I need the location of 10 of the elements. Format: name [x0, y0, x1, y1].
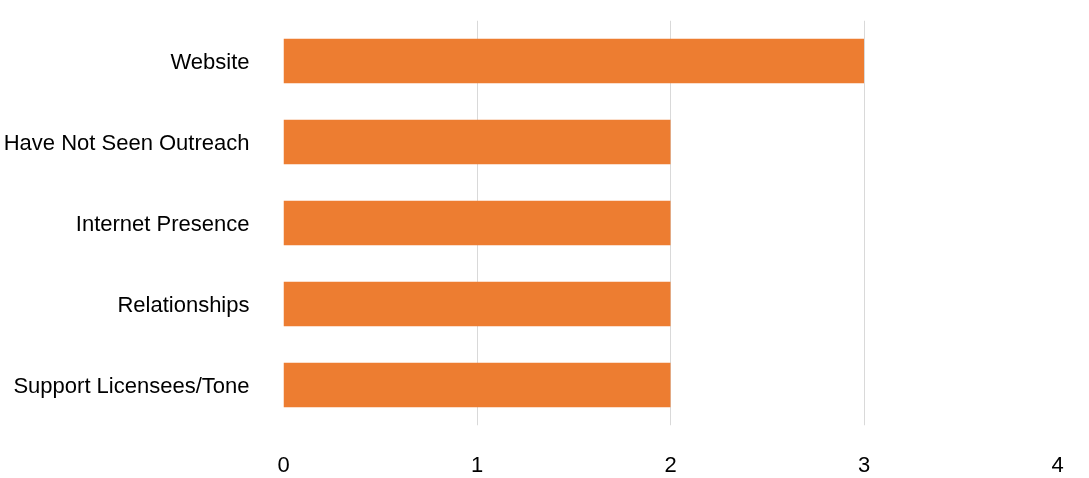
- x-tick-label: 2: [664, 451, 677, 477]
- y-tick-label: Internet Presence: [75, 210, 250, 236]
- x-tick-label: 3: [857, 451, 871, 477]
- x-tick-label: 0: [277, 451, 290, 477]
- y-tick-label: Support Licensees/Tone: [13, 372, 250, 398]
- x-tick-label: 4: [1051, 451, 1064, 477]
- y-tick-label: Relationships: [117, 291, 250, 317]
- y-tick-label: Website: [170, 48, 250, 74]
- y-tick-label: Have Not Seen Outreach: [3, 129, 250, 155]
- x-tick-label: 1: [470, 451, 484, 477]
